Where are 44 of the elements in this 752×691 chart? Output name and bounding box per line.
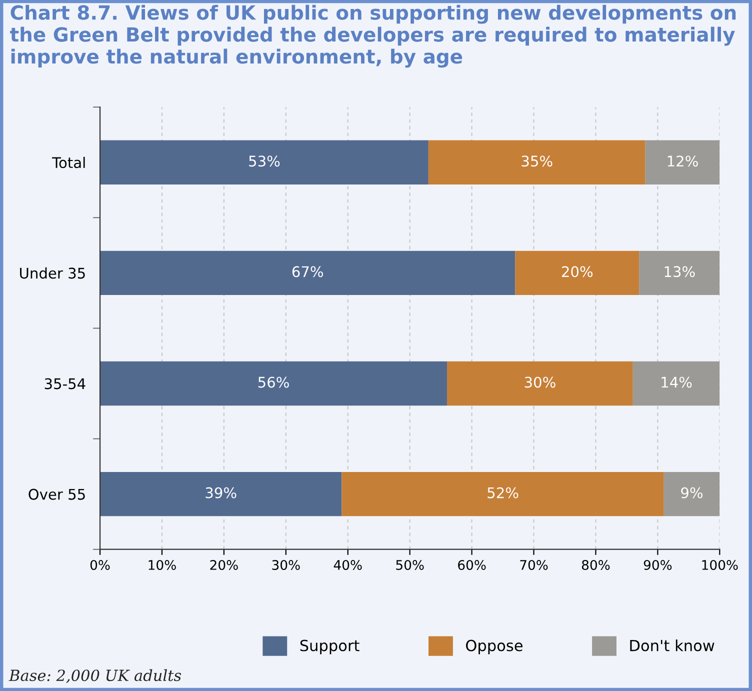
bar	[632, 361, 720, 406]
data-label: 35%	[522, 156, 552, 167]
data-label: 30%	[524, 376, 556, 388]
bar	[645, 140, 720, 184]
x-tick-label: 10%	[148, 560, 176, 570]
bar	[447, 361, 633, 406]
bar	[428, 140, 646, 184]
bar	[639, 250, 720, 296]
data-label: 14%	[662, 376, 692, 388]
bar	[100, 140, 428, 184]
data-label: 39%	[206, 487, 236, 498]
x-tick-label: 20%	[210, 560, 238, 570]
x-tick-label: 90%	[644, 560, 672, 570]
data-label: 12%	[668, 156, 698, 167]
data-label: 9%	[681, 487, 703, 498]
data-label: 53%	[249, 156, 280, 167]
bar	[342, 472, 664, 516]
legend-label: Support	[300, 640, 360, 654]
bar	[515, 250, 640, 296]
x-tick-label: 0%	[90, 560, 110, 570]
text: Base: 2,000 UK adults	[8, 669, 182, 683]
x-tick-label: 40%	[334, 560, 362, 570]
bar	[664, 472, 720, 516]
data-label: 13%	[664, 266, 695, 278]
bar	[100, 361, 448, 406]
data-label: 56%	[258, 376, 289, 388]
data-label: 52%	[488, 487, 518, 498]
x-tick-label: 60%	[458, 560, 486, 570]
x-tick-label: 70%	[520, 560, 548, 570]
y-tick-label: Total	[52, 156, 85, 168]
x-tick-label: 80%	[582, 560, 610, 570]
data-label: 20%	[562, 266, 593, 278]
legend-label: Oppose	[466, 640, 522, 654]
x-tick-label: 50%	[396, 560, 424, 570]
legend-label: Don't know	[630, 639, 714, 652]
data-label: 67%	[292, 266, 323, 278]
x-tick-label: 100%	[702, 560, 738, 570]
chart-title: Chart 8.7. Views of UK public on supporting new developments on the Green Belt provided the developers are required to materially improve the natural environment, by age	[10, 4, 736, 68]
bar	[100, 472, 342, 516]
y-tick-label: 35-54	[44, 378, 86, 390]
x-tick-label: 30%	[272, 560, 300, 570]
y-tick-label: Over 55	[28, 488, 85, 500]
bar	[100, 250, 516, 296]
y-tick-label: Under 35	[20, 267, 85, 279]
